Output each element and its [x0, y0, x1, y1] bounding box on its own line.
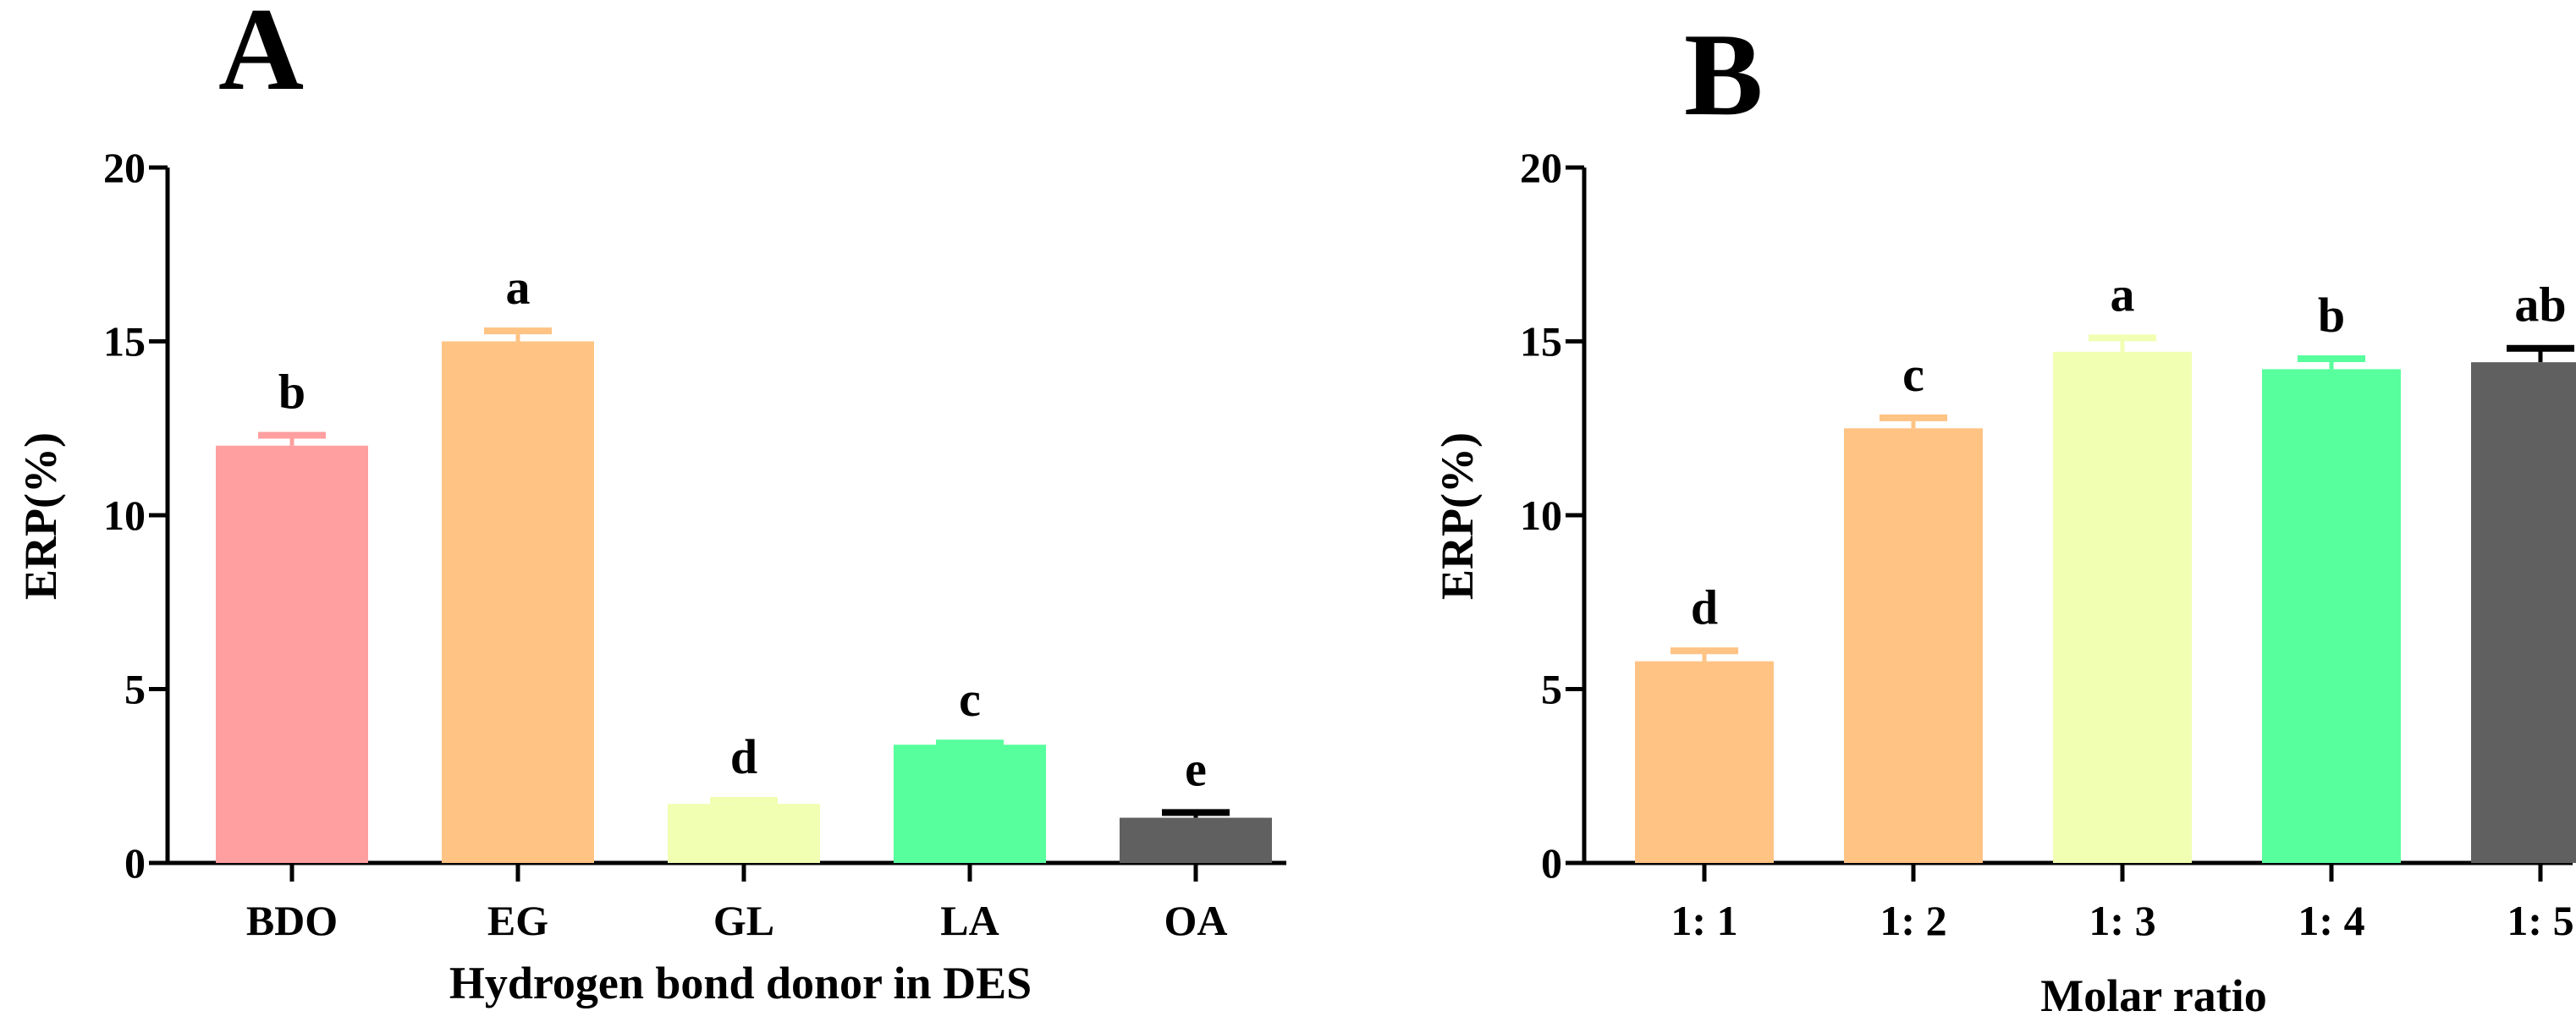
y-tick-label: 0: [124, 839, 146, 887]
bar: [1844, 428, 1983, 863]
y-tick-label: 20: [103, 144, 146, 191]
bar: [2471, 362, 2576, 863]
significance-label: a: [2111, 266, 2135, 321]
bar: [442, 341, 594, 863]
significance-label: b: [278, 364, 305, 419]
bar: [216, 445, 368, 863]
significance-label: e: [1185, 741, 1207, 796]
y-tick-label: 5: [124, 666, 146, 713]
x-tick-label: GL: [713, 897, 774, 944]
x-axis-title-b: Molar ratio: [2040, 970, 2266, 1021]
y-tick-label: 10: [103, 492, 146, 539]
x-tick-label: 1: 1: [1671, 897, 1737, 944]
significance-label: ab: [2514, 277, 2566, 332]
significance-label: d: [1691, 580, 1718, 635]
y-tick-label: 10: [1520, 492, 1562, 539]
y-axis-title-b: ERP(%): [1432, 432, 1483, 600]
panel-letter-a: A: [218, 0, 304, 115]
x-axis-title-a: Hydrogen bond donor in DES: [449, 958, 1032, 1008]
significance-label: a: [506, 260, 531, 315]
bar: [2262, 369, 2401, 863]
bar: [1120, 817, 1272, 863]
bar: [668, 804, 820, 863]
significance-label: c: [1902, 347, 1924, 402]
bar: [1635, 661, 1774, 863]
y-axis-title-a: ERP(%): [15, 432, 66, 600]
plot-area-b: 0 5 10 15 20 1: 1 d 1: 2 c 1: 3 a 1: 4 b 1: 5 ab: [1520, 144, 2576, 944]
y-tick-label: 0: [1541, 839, 1562, 887]
x-tick-label: 1: 4: [2298, 897, 2364, 944]
x-tick-label: LA: [940, 897, 999, 944]
x-tick-label: 1: 3: [2089, 897, 2155, 944]
y-tick-label: 20: [1520, 144, 1562, 191]
x-tick-label: OA: [1164, 897, 1228, 944]
y-tick-label: 15: [103, 318, 146, 365]
x-tick-label: 1: 2: [1880, 897, 1946, 944]
bar: [2053, 351, 2192, 864]
significance-label: c: [959, 672, 981, 727]
significance-label: d: [730, 729, 757, 784]
y-tick-label: 15: [1520, 318, 1562, 365]
x-tick-label: EG: [487, 897, 548, 944]
x-tick-label: 1: 5: [2507, 897, 2573, 944]
y-tick-label: 5: [1541, 666, 1562, 713]
panel-b: B ERP(%) Molar ratio 0 5 10 15 20 1: 1 d 1: 2 c 1…: [1432, 9, 2576, 1021]
plot-area-a: 0 5 10 15 20 BDO b EG a GL d LA c OA e: [103, 144, 1286, 944]
x-tick-label: BDO: [246, 897, 338, 944]
panel-a: A ERP(%) Hydrogen bond donor in DES 0 5 10…: [15, 0, 1286, 1008]
panel-letter-b: B: [1684, 9, 1763, 140]
bar: [894, 745, 1046, 863]
significance-label: b: [2318, 288, 2345, 343]
